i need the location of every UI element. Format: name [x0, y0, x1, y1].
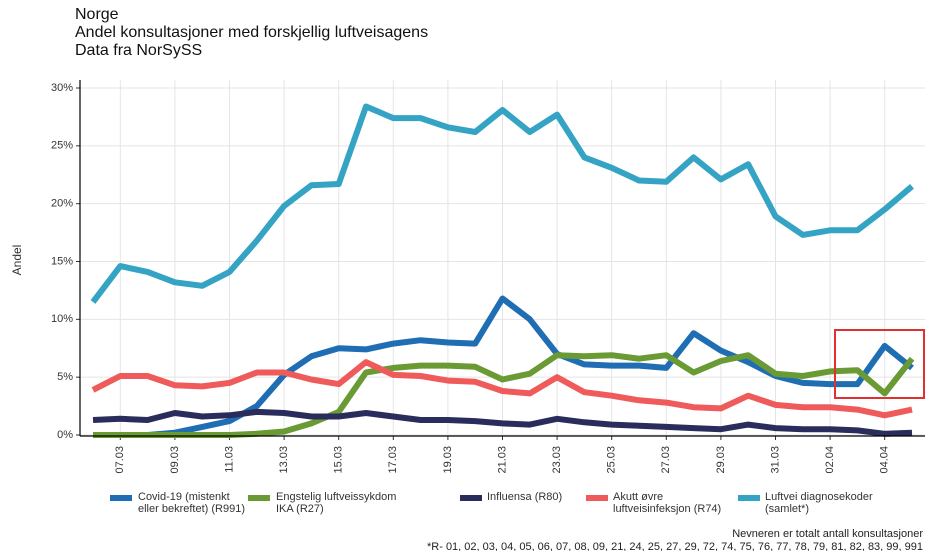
- x-tick-label: 15.03: [333, 446, 345, 474]
- x-tick-label: 07.03: [114, 446, 126, 474]
- x-tick-label: 19.03: [442, 446, 454, 474]
- legend-label: Engstelig luftveissykdom IKA (R27): [276, 491, 397, 515]
- series-line: [93, 352, 915, 438]
- series-line: [91, 359, 913, 419]
- series-line: [90, 103, 914, 304]
- x-tick-label: 04.04: [879, 446, 891, 474]
- x-tick-label: 31.03: [769, 446, 781, 474]
- x-tick-label: 02.04: [824, 446, 836, 474]
- y-tick-label: 25%: [51, 140, 73, 152]
- y-tick-label: 15%: [51, 255, 73, 267]
- note: Nevneren er totalt antall konsultasjoner: [732, 528, 923, 540]
- highlight-box: [834, 329, 925, 399]
- x-tick-label: 25.03: [606, 446, 618, 474]
- chart-subtitle: Andel konsultasjoner med forskjellig luf…: [75, 24, 429, 41]
- x-tick-label: 21.03: [496, 446, 508, 474]
- legend-label: Luftvei diagnosekoder (samlet*): [765, 491, 873, 515]
- x-tick-label: 29.03: [715, 446, 727, 474]
- x-tick-label: 09.03: [169, 446, 181, 474]
- note: *R- 01, 02, 03, 04, 05, 06, 07, 08, 09, …: [427, 541, 923, 551]
- chart-source: Data fra NorSySS: [75, 42, 203, 59]
- y-tick-label: 5%: [57, 371, 73, 383]
- x-tick-label: 27.03: [660, 446, 672, 474]
- y-axis-label: Andel: [10, 245, 24, 276]
- y-tick-label: 20%: [51, 198, 73, 210]
- legend-label: Akutt øvre luftveisinfeksjon (R74): [613, 491, 722, 515]
- y-tick-label: 0%: [57, 429, 73, 441]
- series-line: [92, 408, 913, 437]
- y-tick-label: 30%: [51, 82, 73, 94]
- chart-title: Norge: [75, 6, 119, 23]
- lines: [90, 103, 915, 438]
- x-tick-label: 13.03: [278, 446, 290, 474]
- legend-label: Influensa (R80): [487, 491, 563, 503]
- legend-label: Covid-19 (mistenkt eller bekreftet) (R99…: [138, 491, 245, 515]
- y-tick-label: 10%: [51, 313, 73, 325]
- x-tick-label: 11.03: [223, 446, 235, 473]
- x-tick-label: 17.03: [387, 446, 399, 474]
- x-tick-label: 23.03: [551, 446, 563, 474]
